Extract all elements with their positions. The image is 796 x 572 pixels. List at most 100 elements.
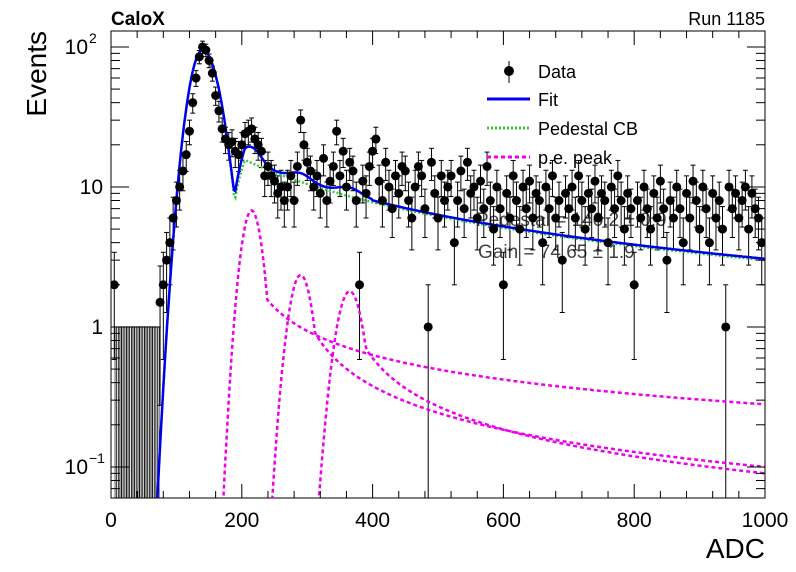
data-point: [325, 176, 335, 186]
data-point: [211, 91, 221, 101]
data-point: [459, 204, 469, 214]
data-point: [534, 196, 544, 206]
data-point: [570, 213, 580, 223]
data-point: [502, 188, 512, 198]
data-point: [580, 224, 590, 234]
data-point: [292, 161, 302, 171]
data-point: [453, 196, 463, 206]
data-point: [410, 182, 420, 192]
data-point: [188, 98, 198, 108]
data-point: [711, 213, 721, 223]
data-point: [600, 196, 610, 206]
data-point: [744, 224, 754, 234]
data-point: [613, 171, 623, 181]
data-point: [283, 182, 293, 192]
data-point: [417, 171, 427, 181]
data-point: [312, 171, 322, 181]
y-tick-label: 10: [65, 36, 88, 59]
y-tick-exponent: 2: [89, 30, 97, 46]
data-point: [394, 188, 404, 198]
data-point: [247, 124, 257, 134]
y-tick-exponent: −1: [89, 450, 105, 466]
data-point: [590, 176, 600, 186]
data-point: [636, 213, 646, 223]
data-point: [377, 196, 387, 206]
data-point: [479, 204, 489, 214]
data-point: [593, 213, 603, 223]
data-point: [649, 188, 659, 198]
data-point: [315, 188, 325, 198]
data-point: [544, 204, 554, 214]
data-point: [518, 182, 528, 192]
data-marker-icon: [504, 66, 514, 76]
data-point: [554, 196, 564, 206]
data-point: [237, 140, 247, 150]
data-point: [456, 166, 466, 176]
legend-entry-fit: Fit: [487, 90, 558, 110]
data-point: [381, 157, 391, 167]
data-point: [155, 297, 165, 307]
data-point: [531, 188, 541, 198]
x-tick-label: 400: [355, 509, 390, 532]
data-point: [374, 176, 384, 186]
data-point: [426, 157, 436, 167]
data-point: [390, 171, 400, 181]
data-point: [462, 157, 472, 167]
data-point: [639, 182, 649, 192]
data-point: [449, 238, 459, 248]
data-point: [158, 280, 168, 290]
run-label: Run 1185: [688, 9, 765, 29]
data-point: [217, 124, 227, 134]
legend-entry-pedestal: Pedestal CB: [487, 119, 638, 139]
data-point: [564, 204, 574, 214]
data-point: [270, 176, 279, 186]
data-point: [731, 188, 741, 198]
low-bin-error-hatch: [114, 326, 160, 498]
data-point: [740, 182, 750, 192]
data-point: [299, 140, 309, 150]
data-point: [413, 161, 423, 171]
data-point: [547, 171, 557, 181]
data-point: [443, 182, 453, 192]
data-point: [626, 204, 636, 214]
data-point: [583, 188, 593, 198]
data-point: [698, 182, 708, 192]
y-tick-label: 1: [91, 316, 103, 339]
data-point: [515, 224, 525, 234]
data-point: [446, 171, 456, 181]
data-point: [734, 213, 744, 223]
data-point: [727, 204, 737, 214]
data-point: [691, 196, 701, 206]
data-point: [276, 182, 286, 192]
data-point: [603, 238, 613, 248]
data-point: [433, 213, 443, 223]
legend-label-fit: Fit: [538, 90, 558, 110]
data-point: [178, 166, 188, 176]
data-point: [557, 255, 567, 265]
data-point: [492, 182, 502, 192]
data-point: [511, 196, 521, 206]
data-point: [688, 176, 698, 186]
data-point: [665, 196, 675, 206]
gain-annotation: Gain = 74.65 ± 1.9: [478, 242, 635, 263]
data-point: [404, 196, 414, 206]
data-point: [642, 204, 652, 214]
data-point: [436, 171, 446, 181]
data-point: [361, 188, 371, 198]
data-point: [335, 171, 345, 181]
data-point: [606, 182, 616, 192]
y-axis-title: Events: [21, 31, 52, 117]
data-point: [279, 196, 289, 206]
data-point: [348, 166, 358, 176]
y-tick-label: 10: [80, 176, 103, 199]
data-point: [551, 213, 561, 223]
data-point: [678, 238, 688, 248]
data-point: [345, 157, 355, 167]
legend-label-pedestal: Pedestal CB: [538, 119, 638, 139]
data-point: [525, 176, 535, 186]
data-point: [355, 280, 365, 290]
data-point: [750, 204, 760, 214]
data-point: [538, 238, 548, 248]
